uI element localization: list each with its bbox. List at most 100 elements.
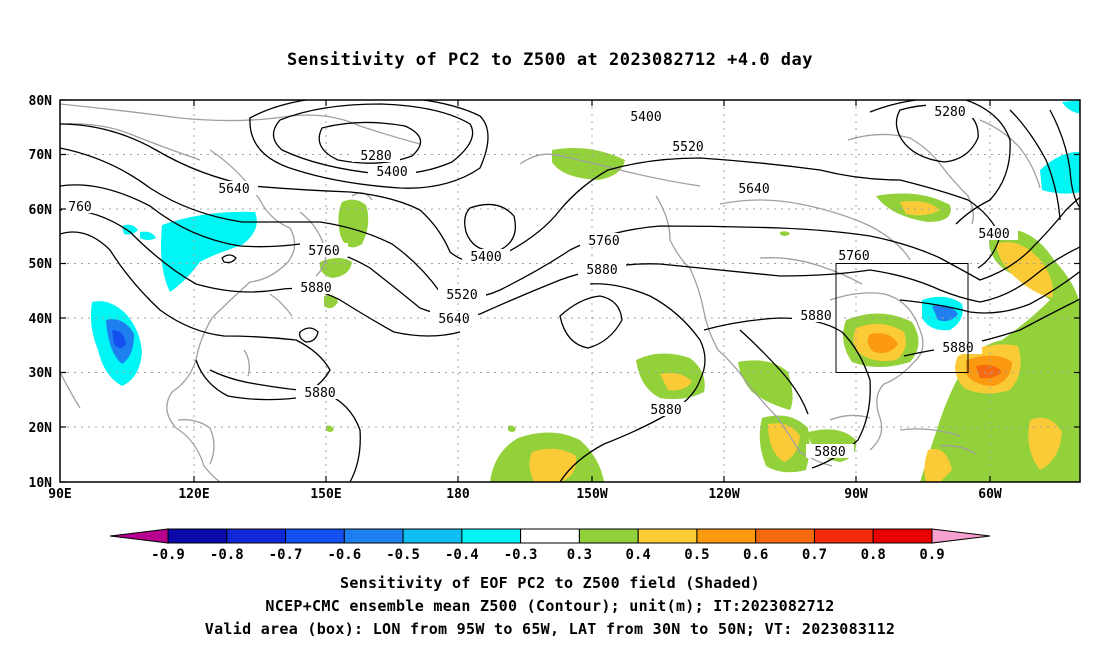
svg-text:5760: 5760 <box>588 234 619 249</box>
neg-core-china-deep <box>112 330 126 348</box>
svg-text:5400: 5400 <box>376 165 407 180</box>
contour-label: 5400 <box>462 249 510 265</box>
contour-labels: 5280 5400 5400 5520 5640 760 5760 5880 5… <box>62 104 1018 460</box>
lat-label: 70N <box>29 148 53 163</box>
svg-text:5880: 5880 <box>942 341 973 356</box>
caption-valid-area: Valid area (box): LON from 95W to 65W, L… <box>204 620 896 638</box>
lat-label: 40N <box>29 312 53 327</box>
svg-text:5880: 5880 <box>814 445 845 460</box>
neg-region-arctic <box>1062 100 1080 114</box>
pos-atlantic-r <box>976 364 1002 379</box>
svg-text:5520: 5520 <box>672 140 703 155</box>
pos-hudson-core <box>900 201 940 216</box>
pos-tiny-1 <box>326 425 334 432</box>
colorbar-label: 0.9 <box>919 547 944 563</box>
colorbar-label: -0.9 <box>151 547 185 563</box>
neg-region-east-asia <box>161 211 257 292</box>
pos-arctic-canada <box>552 147 625 180</box>
contour-label: 5280 <box>926 104 974 120</box>
pos-atlantic-y4 <box>924 448 952 482</box>
lat-label: 20N <box>29 421 53 436</box>
pos-kuril <box>324 294 338 309</box>
lon-label: 150E <box>310 487 341 502</box>
contour-label: 5880 <box>292 280 340 296</box>
pos-hawaii-ne-y <box>660 373 692 391</box>
colorbar-swatch <box>402 528 463 544</box>
colorbar-swatch <box>285 528 345 544</box>
svg-text:5880: 5880 <box>586 263 617 278</box>
longitude-labels: 90E 120E 150E 180 150W 120W 90W 60W <box>48 487 1002 502</box>
contour-label: 5280 <box>352 148 400 164</box>
contour-label: 5640 <box>430 311 478 327</box>
svg-text:5880: 5880 <box>300 281 331 296</box>
contour-label: 5400 <box>622 109 670 125</box>
colorbar-label: -0.7 <box>269 547 303 563</box>
plot-frame <box>59 99 1081 483</box>
contour-label: 5880 <box>578 262 626 278</box>
colorbar-swatch <box>813 528 874 544</box>
colorbar-label: -0.4 <box>445 547 479 563</box>
svg-text:5760: 5760 <box>308 244 339 259</box>
svg-text:5400: 5400 <box>630 110 661 125</box>
lat-label: 30N <box>29 366 53 381</box>
svg-text:5640: 5640 <box>438 312 469 327</box>
lat-label: 80N <box>29 94 53 109</box>
coastlines <box>60 103 1041 482</box>
colorbar-label: 0.3 <box>567 547 592 563</box>
lon-label: 120E <box>178 487 209 502</box>
contour-label: 5520 <box>438 287 486 303</box>
svg-text:5400: 5400 <box>978 227 1009 242</box>
colorbar-swatch <box>755 528 815 544</box>
colorbar-label: 0.4 <box>626 547 651 563</box>
pos-kamchatka <box>338 199 369 248</box>
contour-label: 5640 <box>210 181 258 197</box>
map-title: Sensitivity of PC2 to Z500 at 2023082712… <box>286 50 813 70</box>
lon-label: 90E <box>48 487 71 502</box>
caption-contour: NCEP+CMC ensemble mean Z500 (Contour); u… <box>265 597 835 615</box>
pos-baja <box>738 360 793 410</box>
lat-label: 50N <box>29 257 53 272</box>
contour-label: 5760 <box>300 243 348 259</box>
colorbar-swatch <box>226 528 287 544</box>
svg-text:5880: 5880 <box>304 386 335 401</box>
colorbar-label: -0.6 <box>327 547 361 563</box>
pos-mexico-y <box>768 423 800 462</box>
contour-label: 5880 <box>934 340 982 356</box>
colorbar-label: -0.3 <box>504 547 538 563</box>
lon-label: 60W <box>978 487 1002 502</box>
lon-label: 150W <box>576 487 607 502</box>
svg-text:5880: 5880 <box>800 309 831 324</box>
contour-label: 5880 <box>642 402 690 418</box>
colorbar-swatch <box>872 528 933 544</box>
contour-label: 5880 <box>806 444 854 460</box>
svg-text:5280: 5280 <box>934 105 965 120</box>
neg-core-box <box>932 305 958 322</box>
pos-atlantic-y3 <box>1028 417 1062 470</box>
neg-region-labrador <box>1040 151 1080 194</box>
colorbar-swatch <box>578 528 639 544</box>
svg-text:5280: 5280 <box>360 149 391 164</box>
pos-central-pacific-y <box>529 448 577 482</box>
svg-text:5640: 5640 <box>738 182 769 197</box>
colorbar-swatch <box>637 528 698 544</box>
colorbar-arrow-left <box>109 528 169 544</box>
svg-text:5880: 5880 <box>650 403 681 418</box>
colorbar-swatch <box>167 528 228 544</box>
svg-text:5400: 5400 <box>470 250 501 265</box>
contour-label: 5400 <box>970 226 1018 242</box>
pos-tiny-3 <box>780 231 790 236</box>
pos-atlantic-y1 <box>996 242 1053 298</box>
colorbar-label: 0.8 <box>861 547 886 563</box>
valid-area-box <box>835 263 969 373</box>
colorbar: -0.9 -0.8 -0.7 -0.6 -0.5 -0.4 -0.3 0.3 0.4 0.5 0.6… <box>109 528 991 563</box>
colorbar-label: -0.5 <box>386 547 420 563</box>
lon-label: 90W <box>844 487 868 502</box>
lat-label: 60N <box>29 203 53 218</box>
pos-box-o <box>867 333 898 353</box>
colorbar-swatch <box>696 528 757 544</box>
neg-small-2 <box>140 231 156 240</box>
colorbar-swatch <box>343 528 404 544</box>
neg-small-1 <box>122 224 138 235</box>
colorbar-label: 0.7 <box>802 547 827 563</box>
